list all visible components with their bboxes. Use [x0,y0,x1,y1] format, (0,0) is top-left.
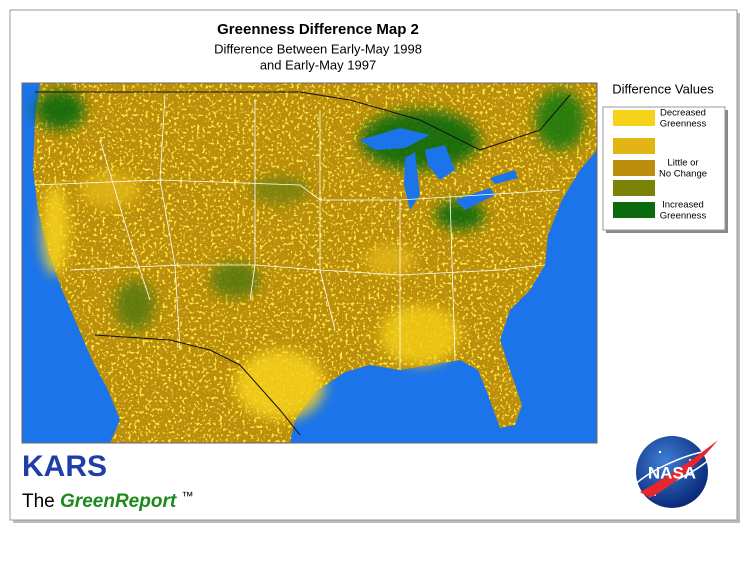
title: Greenness Difference Map 2 [217,21,419,38]
logo-text: NASA [648,463,696,482]
legend-label: Decreased [660,108,706,119]
great-lakes [360,128,518,210]
legend-label: Increased [662,200,704,211]
legend-swatch [613,180,655,196]
map [22,83,597,443]
subtitle: and Early-May 1997 [260,57,376,72]
brand: KARS [22,450,107,483]
map-border [21,82,598,444]
nasa-logo: NASA [631,436,718,508]
tagline-name: GreenReport [60,491,177,512]
legend-label: Greenness [660,211,707,222]
legend-swatch [613,138,655,154]
legend-label: Little or [667,158,698,169]
legend-swatch [613,160,655,176]
tagline-mark: ™ [181,489,193,503]
legend-swatch [613,110,655,126]
tagline-prefix: The [22,491,55,512]
increase-areas [35,90,585,330]
state-lines [34,94,561,370]
border [94,334,301,436]
legend-swatch [613,202,655,218]
legend-title: Difference Values [612,81,714,96]
legend-label: No Change [659,169,707,180]
subtitle: Difference Between Early-May 1998 [214,41,422,56]
legend-label: Greenness [660,119,707,130]
border [35,91,571,151]
land [33,83,597,443]
tagline: The GreenReport ™ [22,489,193,512]
